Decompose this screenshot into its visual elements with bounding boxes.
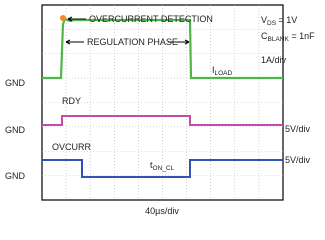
detection-marker bbox=[60, 15, 66, 21]
scope-capture: OVERCURRENT DETECTION REGULATION PHASE I… bbox=[5, 4, 315, 216]
arrow bbox=[65, 39, 190, 45]
ground-label: GND bbox=[5, 171, 26, 181]
annotation: REGULATION PHASE bbox=[87, 37, 178, 47]
condition: V bbox=[261, 15, 267, 25]
annotation: OVERCURRENT DETECTION bbox=[89, 14, 213, 24]
timebase: 40µs/div bbox=[145, 206, 179, 216]
annotation: t bbox=[150, 160, 153, 170]
condition-sub: BLANK bbox=[268, 36, 290, 43]
condition: = 1nF bbox=[289, 31, 315, 41]
iload-trace bbox=[42, 17, 283, 80]
grid bbox=[42, 5, 283, 200]
condition: C bbox=[261, 31, 268, 41]
condition: VDS = 1V bbox=[261, 15, 297, 27]
trace-label: ILOAD bbox=[212, 65, 233, 77]
annotation-sub: ON_CL bbox=[153, 165, 175, 172]
trace-label: I bbox=[212, 65, 215, 75]
scale-label: 5V/div bbox=[285, 155, 311, 165]
trace-label-sub: LOAD bbox=[215, 70, 233, 77]
ground-label: GND bbox=[5, 125, 26, 135]
condition: CBLANK = 1nF bbox=[261, 31, 315, 43]
arrow bbox=[67, 16, 86, 22]
condition-sub: DS bbox=[267, 20, 277, 27]
rdy-trace bbox=[42, 115, 283, 126]
annotation: tON_CL bbox=[150, 160, 175, 172]
ground-label: GND bbox=[5, 78, 26, 88]
scale-label: 5V/div bbox=[285, 124, 311, 134]
condition: = 1V bbox=[276, 15, 297, 25]
trace-label: RDY bbox=[62, 96, 81, 106]
scale-label: 1A/div bbox=[261, 55, 287, 65]
ovcurr-trace bbox=[42, 159, 283, 178]
trace-label: OVCURR bbox=[52, 142, 92, 152]
